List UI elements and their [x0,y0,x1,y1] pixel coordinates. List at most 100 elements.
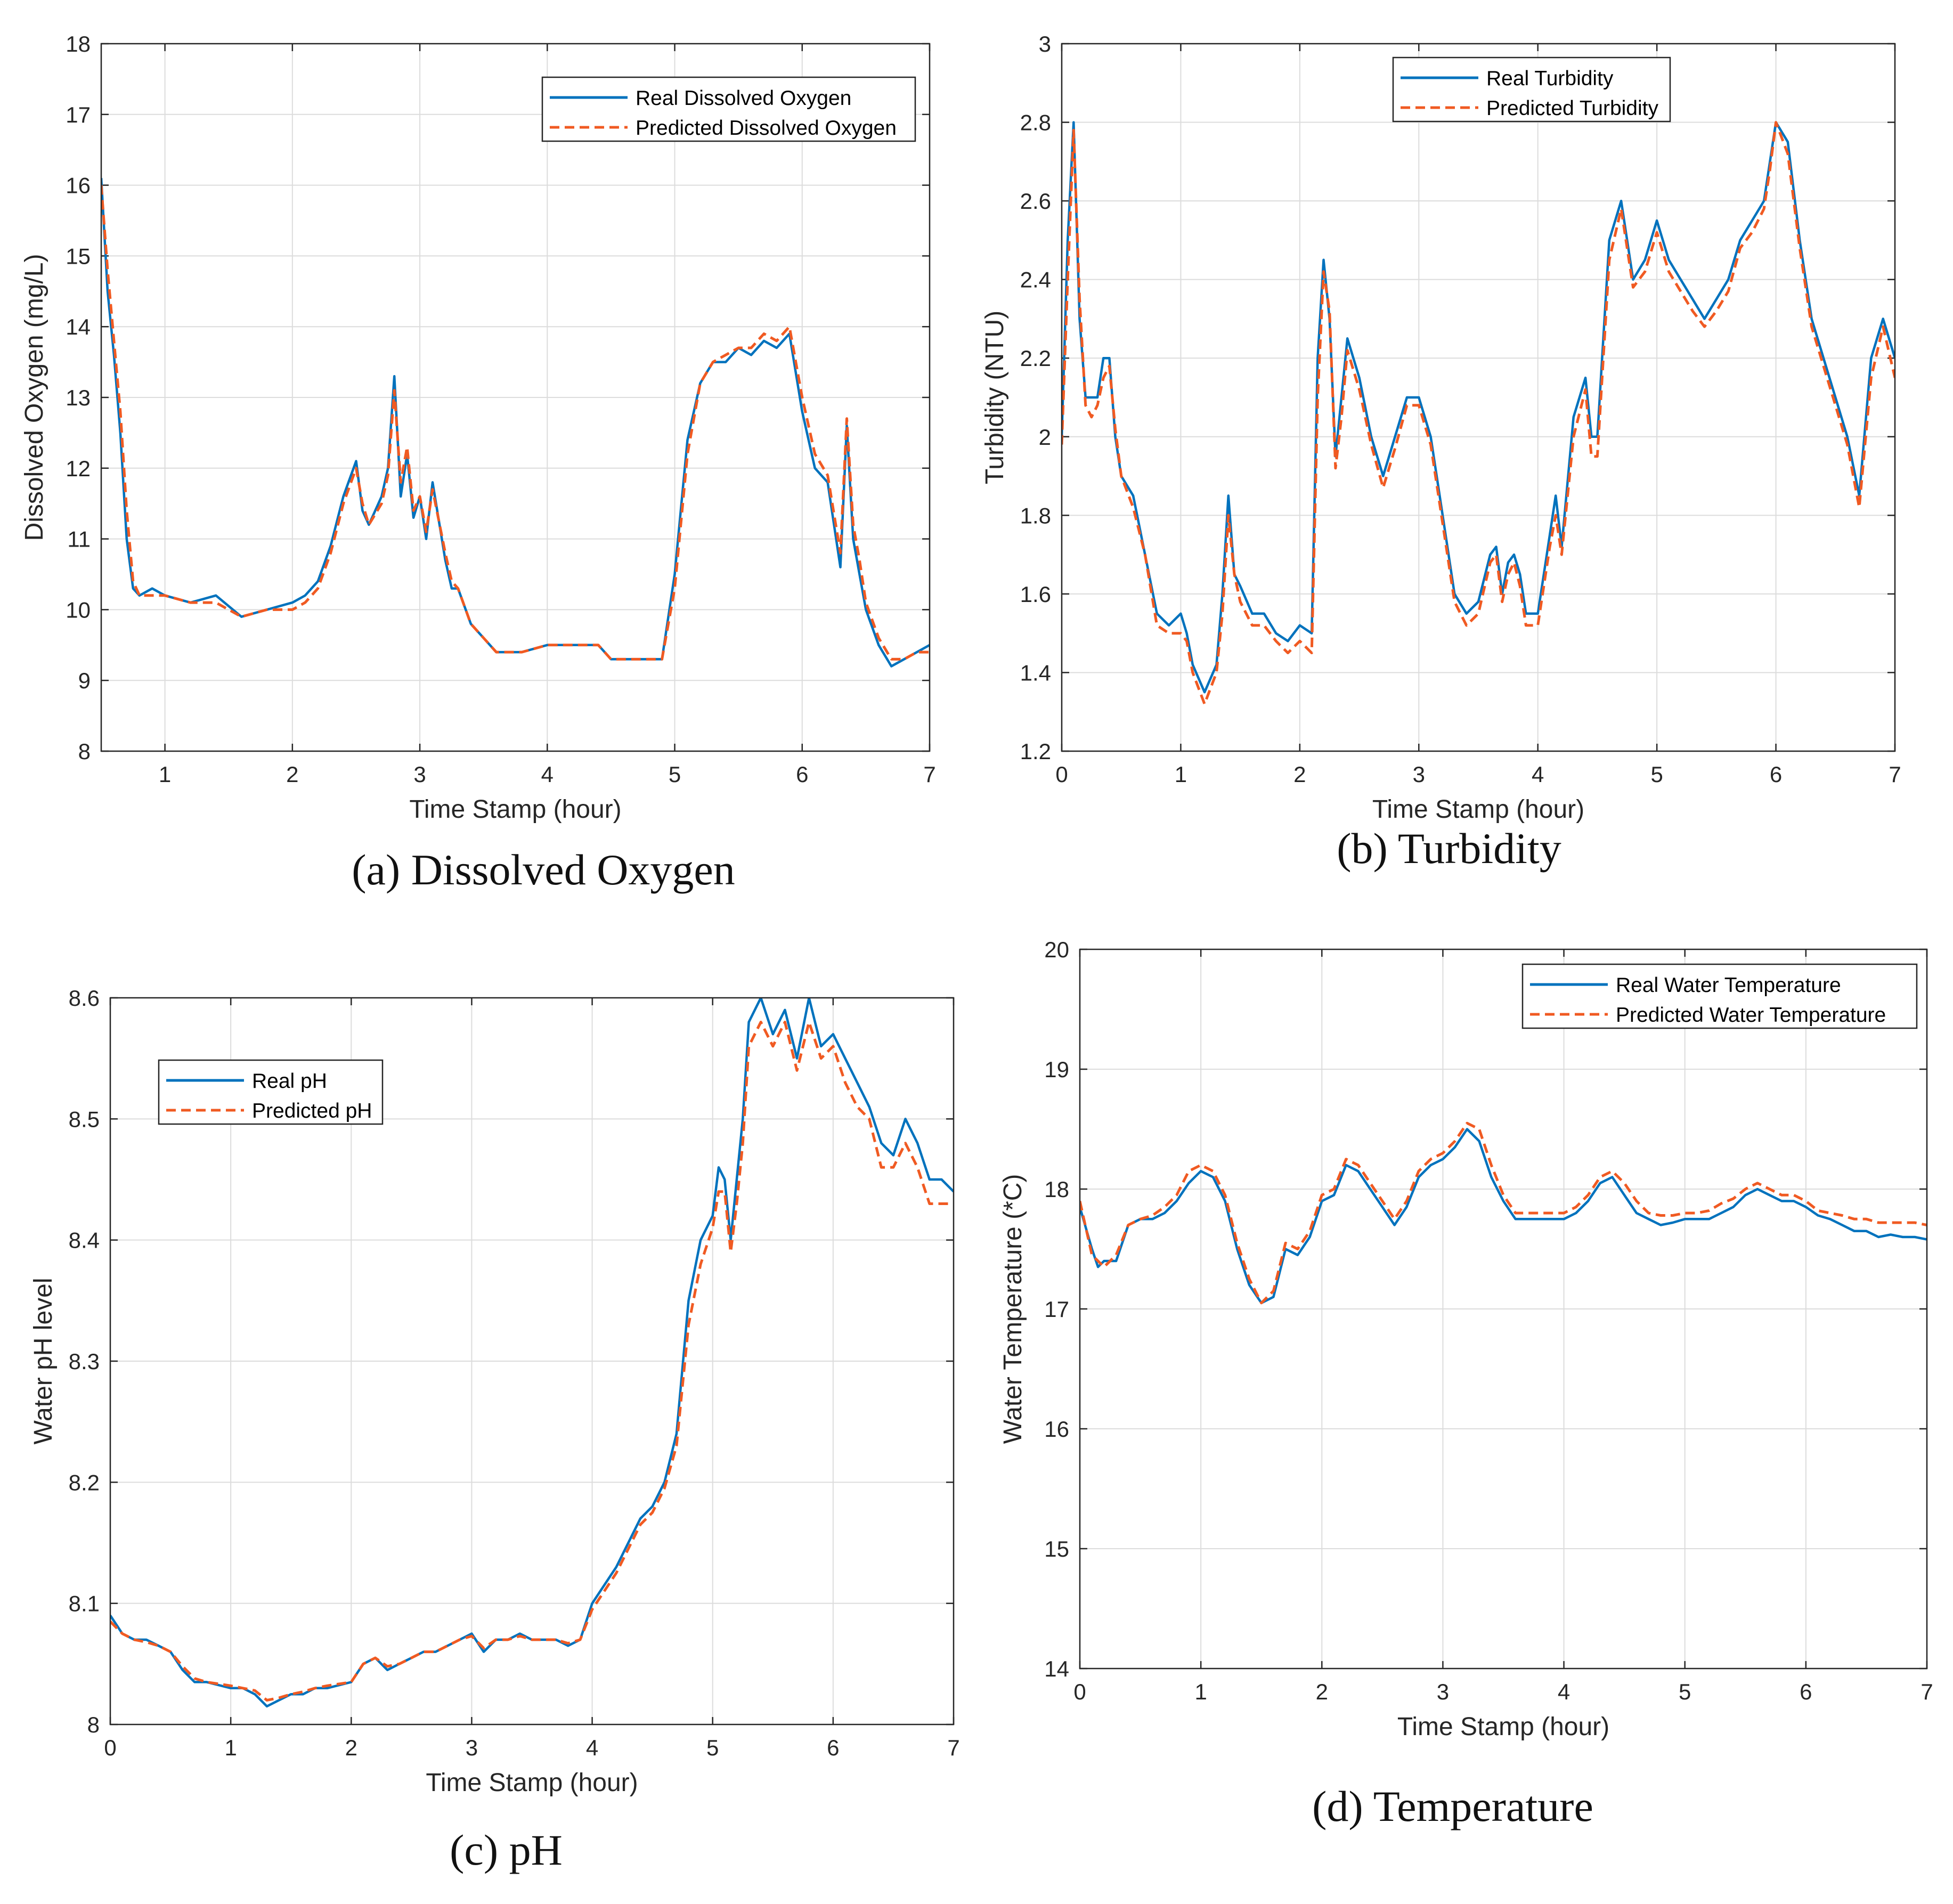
y-tick-label: 2.8 [1020,110,1051,135]
x-tick-label: 0 [1073,1679,1086,1704]
y-tick-label: 1.8 [1020,503,1051,528]
legend-label: Real Dissolved Oxygen [636,87,851,110]
y-tick-label: 15 [66,243,91,268]
y-tick-label: 8 [87,1712,100,1737]
series-predicted-line [101,185,930,661]
x-axis-label: Time Stamp (hour) [409,795,621,824]
y-axis-label: Water Temperature (*C) [999,1174,1027,1444]
x-tick-label: 7 [923,762,935,787]
x-tick-label: 5 [706,1735,719,1760]
y-tick-label: 8.5 [69,1106,100,1132]
legend-label: Predicted Dissolved Oxygen [636,117,897,140]
legend: Real Turbidity Predicted Turbidity [1392,56,1671,123]
x-tick-label: 7 [947,1735,959,1760]
x-tick-label: 6 [827,1735,839,1760]
x-tick-label: 7 [1921,1679,1933,1704]
y-tick-label: 2.4 [1020,267,1051,292]
x-tick-label: 1 [1194,1679,1207,1704]
y-tick-label: 15 [1044,1536,1069,1561]
y-tick-label: 2.2 [1020,346,1051,371]
panel-caption: (a) Dissolved Oxygen [352,845,735,894]
y-tick-label: 16 [1044,1417,1069,1442]
x-tick-label: 0 [1055,762,1068,787]
x-tick-label: 4 [1558,1679,1570,1704]
y-tick-label: 8.2 [69,1470,100,1495]
x-tick-label: 2 [345,1735,357,1760]
x-axis-label: Time Stamp (hour) [1397,1713,1609,1741]
panel-caption: (b) Turbidity [1337,824,1561,873]
legend-label: Real Water Temperature [1616,974,1841,997]
y-tick-label: 13 [66,385,91,410]
y-tick-label: 3 [1039,31,1051,56]
x-tick-label: 0 [104,1735,116,1760]
panel-caption: (c) pH [450,1826,563,1874]
y-tick-label: 16 [66,173,91,198]
legend-box [1521,963,1918,1029]
y-tick-label: 8.1 [69,1591,100,1616]
series-predicted-line [110,1021,954,1702]
legend-box [541,76,916,142]
x-tick-label: 2 [1316,1679,1328,1704]
y-axis-label: Water pH level [29,1278,58,1445]
legend-label: Predicted Turbidity [1486,97,1658,120]
y-tick-label: 18 [1044,1177,1069,1202]
series-predicted-line [1080,1121,1927,1305]
x-tick-label: 1 [1175,762,1187,787]
x-tick-label: 4 [541,762,554,787]
axes-frame [1079,948,1928,1670]
y-tick-label: 2 [1039,425,1051,450]
x-tick-label: 3 [1413,762,1425,787]
x-tick-label: 3 [413,762,426,787]
chart-c: 0 1 2 3 4 5 6 7 8 8.1 8.2 8.3 8.4 8.5 8.6 Time Stamp (h… [29,986,960,1874]
legend-label: Real Turbidity [1486,67,1614,90]
y-tick-label: 8 [78,739,91,764]
y-tick-label: 1.4 [1020,660,1051,685]
series-real-line [1080,1128,1927,1305]
axes-frame [109,997,955,1726]
y-axis-label: Turbidity (NTU) [981,311,1009,484]
x-tick-label: 2 [1293,762,1306,787]
y-tick-label: 1.2 [1020,739,1051,764]
legend-box [158,1059,384,1125]
y-tick-label: 14 [66,314,91,339]
y-tick-label: 8.6 [69,986,100,1011]
legend-box [1392,56,1671,123]
chart-d: 0 1 2 3 4 5 6 7 14 15 16 17 18 19 20 Time Stamp (hour) W… [999,937,1933,1830]
plot-area [1062,44,1895,751]
x-tick-label: 3 [466,1735,478,1760]
legend-label: Predicted Water Temperature [1616,1004,1886,1027]
y-axis-label: Dissolved Oxygen (mg/L) [20,254,48,541]
y-tick-label: 18 [66,31,91,56]
x-tick-label: 4 [586,1735,598,1760]
y-tick-label: 9 [78,668,91,693]
x-axis-label: Time Stamp (hour) [1372,795,1584,824]
x-tick-label: 5 [1679,1679,1691,1704]
panel-caption: (d) Temperature [1312,1782,1593,1830]
legend: Real pH Predicted pH [158,1059,384,1125]
x-tick-label: 6 [1800,1679,1812,1704]
legend: Real Water Temperature Predicted Water Te… [1521,963,1918,1029]
y-tick-label: 19 [1044,1057,1069,1082]
y-tick-label: 17 [1044,1297,1069,1322]
y-tick-label: 2.6 [1020,189,1051,214]
series-predicted-line [1062,121,1895,705]
y-tick-label: 10 [66,597,91,622]
y-tick-label: 17 [66,102,91,127]
y-tick-label: 20 [1044,937,1069,962]
chart-b: 0 1 2 3 4 5 6 7 1.2 1.4 1.6 1.8 2 2.2 2.4 2.6 2.8 3 Time S… [981,31,1901,873]
x-tick-label: 6 [796,762,808,787]
y-tick-label: 8.4 [69,1228,100,1253]
y-tick-label: 1.6 [1020,582,1051,607]
y-tick-label: 12 [66,456,91,481]
x-tick-label: 5 [669,762,681,787]
x-tick-label: 2 [286,762,298,787]
x-axis-label: Time Stamp (hour) [426,1769,638,1797]
y-tick-label: 14 [1044,1656,1069,1681]
x-tick-label: 4 [1532,762,1544,787]
axes-frame [1061,43,1896,752]
legend: Real Dissolved Oxygen Predicted Dissolved… [541,76,916,142]
y-tick-label: 11 [67,527,91,552]
x-tick-label: 1 [159,762,171,787]
